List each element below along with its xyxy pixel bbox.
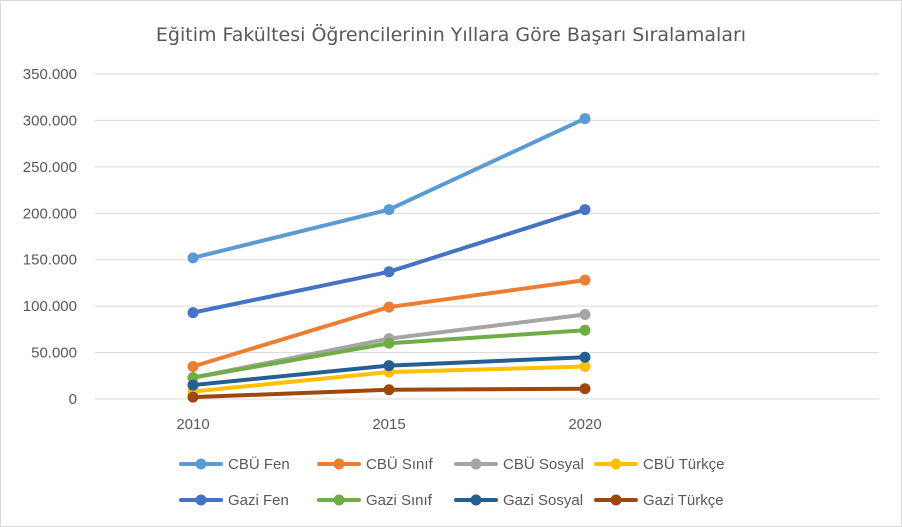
legend-marker <box>470 494 482 506</box>
legend-item: CBÜ Türkçe <box>594 455 724 473</box>
x-axis-ticks: 2010 2015 2020 <box>176 416 601 433</box>
data-point <box>579 324 591 336</box>
series-7 <box>187 383 591 403</box>
y-tick-label: 50.000 <box>31 345 77 362</box>
legend-label: CBÜ Türkçe <box>643 455 724 473</box>
legend-marker <box>195 494 207 506</box>
series-line <box>191 207 587 315</box>
legend: CBÜ Fen CBÜ Sınıf CBÜ Sosyal CBÜ Türkçe Gazi… <box>179 455 724 509</box>
chart-title: Eğitim Fakültesi Öğrencilerinin Yıllara … <box>156 23 746 46</box>
legend-marker <box>610 494 622 506</box>
legend-label: CBÜ Sınıf <box>366 455 434 473</box>
series-line <box>191 116 587 260</box>
y-axis-ticks: 0 50.000 100.000 150.000 200.000 250.000 300.0… <box>23 66 77 408</box>
data-point <box>383 337 395 349</box>
series-4 <box>187 204 591 319</box>
data-point <box>383 360 395 372</box>
legend-item: Gazi Fen <box>179 492 289 509</box>
data-point <box>579 204 591 216</box>
legend-marker <box>195 458 207 470</box>
legend-marker <box>610 458 622 470</box>
legend-label: CBÜ Sosyal <box>503 455 584 473</box>
series-6 <box>187 351 591 391</box>
series-1 <box>187 274 591 372</box>
data-point <box>579 383 591 395</box>
series-0 <box>187 113 591 264</box>
legend-marker <box>470 458 482 470</box>
y-tick-label: 0 <box>69 391 77 408</box>
legend-label: CBÜ Fen <box>228 455 290 473</box>
data-point <box>187 361 199 372</box>
data-point <box>579 351 591 363</box>
data-point <box>383 266 395 278</box>
x-tick-label: 2010 <box>176 416 209 433</box>
data-point <box>187 307 199 319</box>
y-tick-label: 250.000 <box>23 159 77 176</box>
legend-label: Gazi Sosyal <box>503 492 583 509</box>
legend-item: CBÜ Fen <box>179 455 290 473</box>
data-point <box>383 204 395 216</box>
legend-label: Gazi Türkçe <box>643 492 724 509</box>
legend-item: CBÜ Sınıf <box>317 455 434 473</box>
series-layer <box>187 113 591 403</box>
legend-item: Gazi Sosyal <box>454 492 583 509</box>
legend-marker <box>333 458 345 470</box>
legend-item: CBÜ Sosyal <box>454 455 584 473</box>
y-tick-label: 300.000 <box>23 112 77 129</box>
legend-item: Gazi Türkçe <box>594 492 724 509</box>
gridlines <box>95 73 879 400</box>
data-point <box>187 391 199 403</box>
data-point <box>579 113 591 125</box>
y-tick-label: 150.000 <box>23 252 77 269</box>
x-tick-label: 2015 <box>372 416 405 433</box>
y-tick-label: 200.000 <box>23 205 77 222</box>
data-point <box>187 379 199 391</box>
legend-label: Gazi Fen <box>228 492 289 509</box>
y-tick-label: 100.000 <box>23 298 77 315</box>
legend-label: Gazi Sınıf <box>366 492 433 509</box>
data-point <box>579 361 591 372</box>
legend-marker <box>333 494 345 506</box>
y-tick-label: 350.000 <box>23 66 77 83</box>
data-point <box>579 274 591 286</box>
data-point <box>383 384 395 396</box>
data-point <box>383 301 395 313</box>
x-tick-label: 2020 <box>568 416 601 433</box>
data-point <box>187 252 199 264</box>
legend-item: Gazi Sınıf <box>317 492 433 509</box>
data-point <box>579 309 591 320</box>
